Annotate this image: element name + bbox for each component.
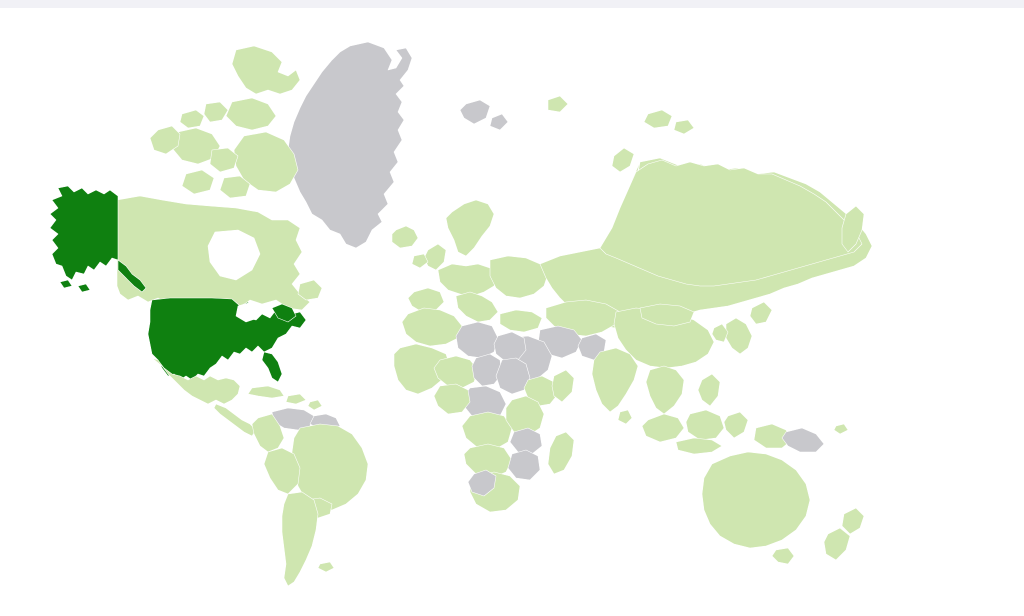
region-canada-arctic-isle-c[interactable] [210,148,238,172]
region-kamchatka[interactable] [842,206,864,252]
world-map-svg[interactable] [0,8,1024,616]
region-western-europe[interactable] [438,264,498,296]
great-lakes [236,302,262,322]
region-somalia[interactable] [552,370,574,402]
region-new-zealand-south[interactable] [824,528,850,560]
region-tanzania[interactable] [510,428,542,454]
region-indonesia-borneo[interactable] [686,410,724,440]
region-central-america[interactable] [214,404,256,436]
region-canada-arctic-banks[interactable] [150,126,180,154]
region-chad[interactable] [472,354,502,386]
region-korea-japan[interactable] [726,318,752,354]
region-ethiopia[interactable] [524,376,558,406]
region-papua-new-guinea[interactable] [782,428,824,452]
region-ireland[interactable] [412,254,428,268]
region-indonesia-java[interactable] [676,438,722,454]
region-mexico[interactable] [152,358,240,404]
region-cuba[interactable] [248,386,284,398]
region-australia[interactable] [702,452,810,548]
region-canada-arctic-ellesmere[interactable] [232,46,300,94]
region-central-asia[interactable] [546,300,620,336]
region-canada-arctic-isle-e[interactable] [220,176,250,198]
region-canada-arctic-isle-a[interactable] [180,110,204,128]
region-canada-newfoundland[interactable] [298,280,322,300]
region-tasmania[interactable] [772,548,794,564]
region-greenland[interactable] [288,42,412,248]
region-chile-argentina[interactable] [282,492,318,586]
region-arctic-isle-2[interactable] [674,120,694,134]
region-italy-balkans[interactable] [456,292,498,322]
region-novaya-zemlya[interactable] [612,148,634,172]
region-new-zealand-north[interactable] [842,508,864,534]
region-arctic-small[interactable] [548,96,568,112]
region-mongolia[interactable] [640,304,694,326]
region-pacific-islet[interactable] [834,424,848,434]
region-alaska-panhandle[interactable] [118,260,146,292]
region-madagascar[interactable] [548,432,574,474]
region-canada-arctic-devon[interactable] [226,98,276,130]
region-botswana-namibia[interactable] [468,470,496,496]
region-us-great-lakes-ne[interactable] [272,304,296,322]
region-scandinavia[interactable] [446,200,494,256]
region-philippines[interactable] [698,374,720,406]
hudson-bay [208,230,260,280]
region-iceland[interactable] [392,226,418,248]
region-alaska[interactable] [50,186,118,280]
region-falklands[interactable] [318,562,334,572]
region-korea[interactable] [712,324,728,342]
region-svalbard[interactable] [460,100,490,124]
regions-layer[interactable] [50,42,872,586]
region-drc[interactable] [462,412,512,450]
top-strip [0,0,1024,8]
region-arctic-isle-1[interactable] [644,110,672,128]
region-sri-lanka[interactable] [618,410,632,424]
region-indochina[interactable] [646,366,684,414]
region-japan-north[interactable] [750,302,772,324]
region-peru-bolivia[interactable] [264,448,300,494]
region-sudan[interactable] [496,358,530,394]
region-morocco-algeria[interactable] [402,308,462,346]
region-canada-arctic-isle-d[interactable] [182,170,214,194]
region-zimbabwe-moz[interactable] [508,450,540,480]
region-west-africa[interactable] [394,344,450,394]
region-aleutian-a[interactable] [60,280,72,288]
region-caribbean-small[interactable] [308,400,322,410]
region-indonesia-sulawesi[interactable] [724,412,748,438]
region-colombia[interactable] [252,414,284,452]
region-canada-arctic-isle-b[interactable] [204,102,228,122]
geochart-container[interactable] [0,8,1024,616]
region-svalbard-b[interactable] [490,114,508,130]
region-sahel[interactable] [434,356,478,388]
region-turkey[interactable] [500,310,542,332]
region-nigeria-cameroon[interactable] [434,384,470,414]
region-eastern-europe[interactable] [490,256,548,298]
region-hispaniola[interactable] [286,394,306,404]
region-us-florida[interactable] [262,352,282,382]
region-indonesia-sumatra[interactable] [642,414,684,442]
region-aleutian-b[interactable] [78,284,90,292]
